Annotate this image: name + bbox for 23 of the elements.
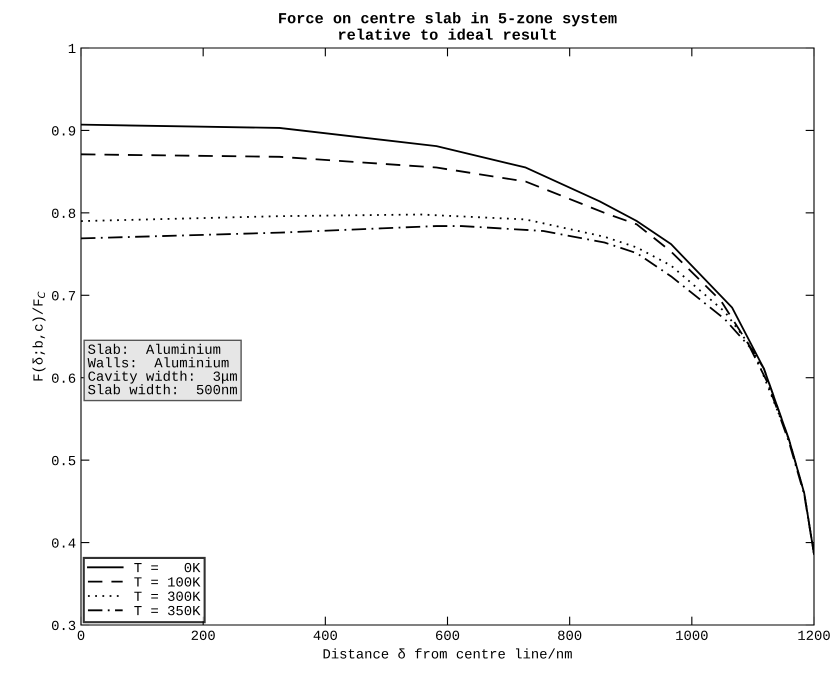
legend-label: T = 350K — [134, 606, 200, 616]
y-axis-title: F(δ;b,c)/F$_{C}$ — [32, 292, 46, 381]
y-tick-label: 0.8 — [52, 208, 76, 218]
legend-label: T = 0K — [134, 562, 200, 572]
y-tick-label: 0.6 — [52, 373, 76, 383]
x-tick-label: 400 — [314, 630, 337, 640]
y-tick-label: 1 — [68, 44, 76, 54]
x-axis-title: Distance δ from centre line/nm — [324, 648, 572, 659]
x-tick-label: 0 — [78, 630, 84, 640]
x-tick-label: 800 — [558, 630, 582, 640]
y-tick-label: 0.9 — [52, 126, 76, 136]
chart-title: Force on centre slab in 5-zone system relative to ideal result — [279, 12, 617, 40]
x-tick-label: 200 — [192, 630, 215, 640]
x-tick-label: 1000 — [676, 630, 708, 640]
x-tick-label: 1200 — [798, 630, 830, 640]
y-tick-label: 0.3 — [52, 620, 76, 630]
y-tick-label: 0.7 — [52, 291, 76, 300]
x-tick-label: 600 — [436, 630, 460, 640]
y-tick-label: 0.4 — [52, 538, 76, 548]
annotation: Slab: Aluminium Walls: Aluminium Cavity width: 3μm Slab width: 500nm — [88, 344, 237, 394]
legend-label: T = 100K — [134, 577, 200, 587]
legend-label: T = 300K — [134, 592, 200, 601]
y-tick-label: 0.5 — [52, 456, 76, 466]
